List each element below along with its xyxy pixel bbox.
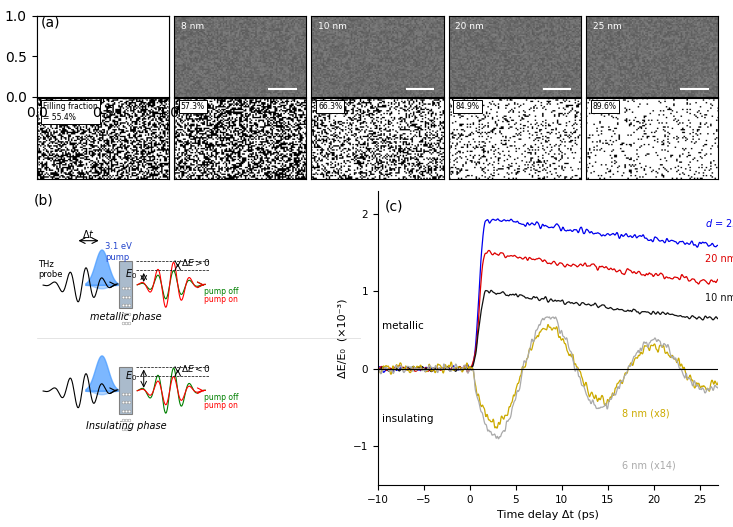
Text: $E_0$: $E_0$ — [125, 268, 137, 281]
Bar — [119, 367, 133, 414]
Text: Filling fraction
= 55.4%: Filling fraction = 55.4% — [43, 102, 98, 122]
Text: $d$ = 6 nm: $d$ = 6 nm — [43, 22, 86, 33]
Text: (a): (a) — [40, 16, 60, 30]
Y-axis label: ΔE/E₀  (×10⁻³): ΔE/E₀ (×10⁻³) — [337, 298, 347, 377]
Text: 57.3%: 57.3% — [180, 102, 205, 111]
Text: metallic: metallic — [383, 321, 424, 331]
Text: 6 nm (x14): 6 nm (x14) — [622, 461, 675, 471]
X-axis label: Time delay Δt (ps): Time delay Δt (ps) — [497, 510, 599, 520]
Text: pump off: pump off — [204, 287, 238, 296]
Text: Insulating phase: Insulating phase — [86, 421, 166, 431]
Bar — [119, 261, 133, 308]
Text: 10 nm: 10 nm — [318, 22, 347, 31]
Text: THz
probe: THz probe — [38, 259, 63, 279]
Text: pump on: pump on — [204, 402, 237, 411]
Text: pump off: pump off — [204, 393, 238, 402]
Text: 10 nm: 10 nm — [704, 292, 733, 302]
Text: 89.6%: 89.6% — [593, 102, 617, 111]
Text: $\Delta E > 0$: $\Delta E > 0$ — [181, 257, 211, 268]
Text: $\Delta t$: $\Delta t$ — [82, 228, 95, 240]
Text: $\Delta E < 0$: $\Delta E < 0$ — [181, 363, 211, 374]
Text: pump on: pump on — [204, 296, 237, 305]
Text: (c): (c) — [385, 200, 403, 213]
Text: $d$ = 25 nm: $d$ = 25 nm — [704, 217, 733, 229]
Text: 8 nm (x8): 8 nm (x8) — [622, 408, 669, 418]
Text: 20 nm: 20 nm — [704, 254, 733, 264]
Text: (b): (b) — [34, 193, 54, 208]
Text: 84.9%: 84.9% — [455, 102, 479, 111]
Text: 20 nm: 20 nm — [455, 22, 485, 31]
Text: insulating: insulating — [383, 414, 434, 424]
Text: 3.1 eV
pump: 3.1 eV pump — [105, 242, 132, 261]
Text: 25 nm: 25 nm — [593, 22, 622, 31]
Text: $E_0$: $E_0$ — [125, 369, 137, 383]
Text: 66.3%: 66.3% — [318, 102, 342, 111]
Text: 8 nm: 8 nm — [180, 22, 204, 31]
Text: metallic phase: metallic phase — [90, 312, 162, 322]
